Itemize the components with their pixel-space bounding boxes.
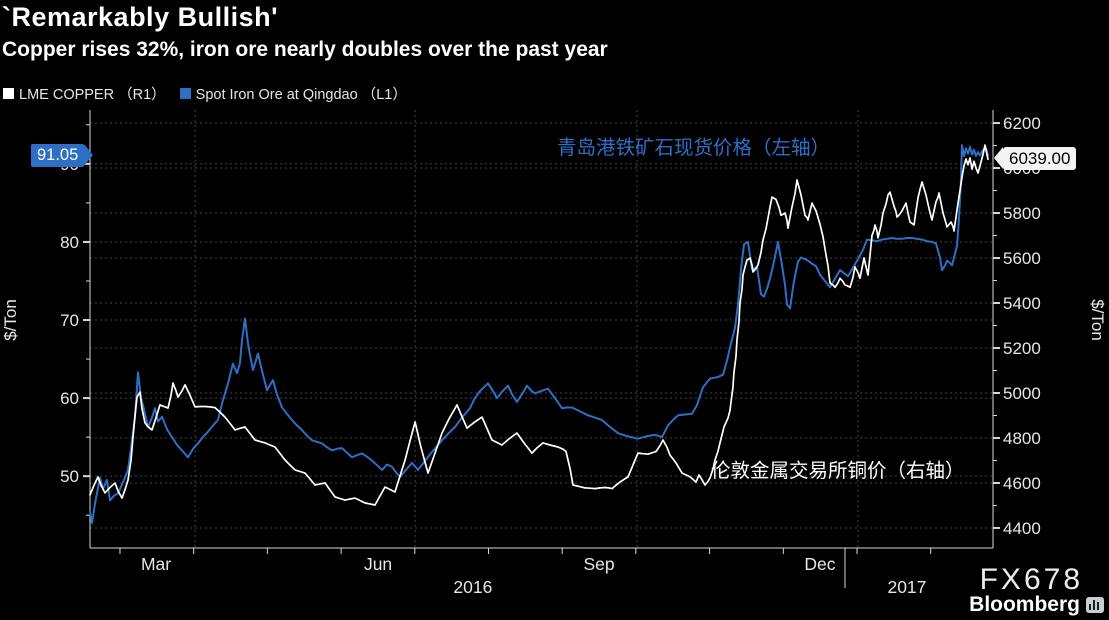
month-label: Mar <box>141 554 171 574</box>
legend-label-iron: Spot Iron Ore at Qingdao （L1） <box>195 87 407 103</box>
brand-row: Bloomberg <box>969 593 1104 617</box>
right-axis-tick-label: 4600 <box>1003 474 1041 493</box>
left-axis-title: $/Ton <box>1 299 20 341</box>
right-axis-tick-label: 5200 <box>1003 339 1041 358</box>
watermark: FX678 <box>979 563 1083 596</box>
copper-last-price: 6039.00 <box>1009 149 1071 168</box>
month-label: Sep <box>583 554 614 574</box>
copper-legend-swatch-icon <box>3 88 14 99</box>
year-label: 2017 <box>887 577 926 597</box>
legend: LME COPPER （R1） Spot Iron Ore at Qingdao… <box>3 83 421 104</box>
copper-last-price-badge: 6039.00 <box>994 147 1077 170</box>
legend-item-iron: Spot Iron Ore at Qingdao （L1） <box>179 83 407 104</box>
bloomberg-brand: Bloomberg <box>969 593 1080 616</box>
badge-arrow-left-icon <box>994 147 1003 169</box>
right-axis-tick-label: 5600 <box>1003 249 1041 268</box>
copper-annotation: 伦敦金属交易所铜价（右轴） <box>711 460 965 482</box>
right-axis-tick-label: 6200 <box>1003 114 1041 133</box>
bloomberg-logo-icon <box>1086 597 1104 613</box>
right-axis-tick-label: 5800 <box>1003 204 1041 223</box>
left-axis-tick-label: 60 <box>60 389 79 408</box>
right-axis-tick-label: 5400 <box>1003 294 1041 313</box>
left-axis-tick-label: 70 <box>60 311 79 330</box>
left-axis-tick-label: 50 <box>60 467 79 486</box>
iron-legend-swatch-icon <box>179 88 191 99</box>
badge-arrow-right-icon <box>84 144 94 166</box>
right-axis-tick-label: 4800 <box>1003 429 1041 448</box>
page-title: `Remarkably Bullish' <box>2 2 279 32</box>
year-label: 2016 <box>453 577 492 597</box>
copper-line <box>89 144 989 506</box>
month-label: Jun <box>364 554 392 574</box>
iron-last-price: 91.05 <box>37 146 79 164</box>
right-axis-tick-label: 5000 <box>1003 384 1041 403</box>
right-axis-title: $/Ton <box>1088 299 1107 341</box>
right-axis-tick-label: 4400 <box>1003 519 1041 538</box>
legend-label-copper: LME COPPER （R1） <box>19 87 166 103</box>
page-subtitle: Copper rises 32%, iron ore nearly double… <box>2 38 608 61</box>
left-axis-tick-label: 80 <box>60 233 79 252</box>
month-label: Dec <box>804 554 835 574</box>
iron-last-price-badge: 91.05 <box>31 144 94 167</box>
legend-item-copper: LME COPPER （R1） <box>3 83 166 104</box>
iron-ore-annotation: 青岛港铁矿石现货价格（左轴） <box>557 137 831 159</box>
iron-ore-line <box>89 144 989 524</box>
